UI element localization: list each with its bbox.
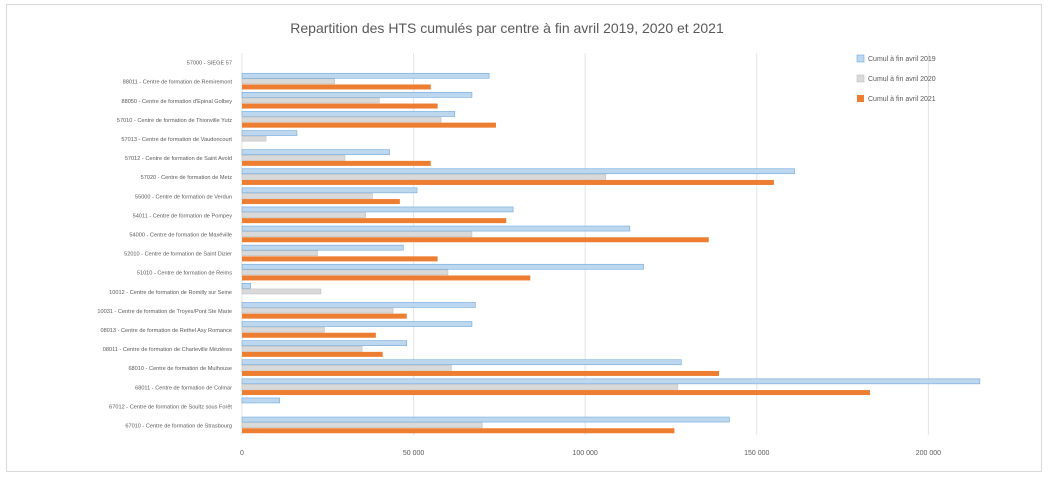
category-label: 68010 - Centre de formation de Mulhouse [128, 366, 232, 372]
bar-series-2 [241, 116, 442, 123]
bar-series-3 [242, 275, 531, 281]
grid-lines [241, 53, 929, 435]
bar-series-1 [241, 72, 490, 79]
bar-series-3 [242, 84, 431, 90]
legend: Cumul à fin avril 2019 Cumul à fin avril … [856, 54, 936, 103]
bar-series-3 [242, 256, 438, 262]
category-label: 57013 - Centre de formation de Vaudoncou… [121, 137, 232, 143]
legend-label: Cumul à fin avril 2020 [868, 76, 936, 83]
bar-series-2 [241, 288, 322, 295]
bar-series-2 [241, 135, 267, 142]
category-label: 57010 - Centre de formation de Thionvill… [117, 118, 232, 124]
category-label: 68011 - Centre de formation de Colmar [135, 385, 232, 391]
bar-series-1 [241, 416, 730, 423]
category-label: 54011 - Centre de formation de Pompey [133, 213, 233, 219]
bar-series-3 [242, 390, 871, 396]
bar-series-1 [241, 244, 404, 251]
bar-series-2 [241, 231, 473, 237]
bar-series-2 [241, 250, 318, 257]
legend-swatch [856, 74, 865, 83]
bar-series-3 [242, 428, 675, 434]
bar-series-3 [242, 122, 496, 128]
bar-series-2 [241, 174, 607, 180]
bar-series-2 [241, 193, 373, 199]
bar-series-1 [241, 283, 251, 289]
legend-label: Cumul à fin avril 2019 [868, 56, 936, 63]
bar-series-3 [242, 237, 709, 243]
category-label: 08013 - Centre de formation de Rethel As… [100, 328, 232, 334]
bar-series-3 [242, 351, 383, 357]
value-axis: 0 50 000 100 000 150 000 200 000 [240, 450, 941, 457]
bar-series-1 [241, 321, 473, 327]
bar-series-1 [241, 130, 298, 136]
legend-swatch [856, 54, 865, 63]
bar-series-2 [241, 97, 380, 104]
category-label: 67010 - Centre de formation de Strasbour… [125, 423, 232, 429]
category-label: 08011 - Centre de formation de Charlevil… [103, 347, 232, 353]
bar-series-2 [241, 78, 335, 85]
bar-series-3 [242, 160, 431, 166]
bar-series-1 [241, 359, 682, 366]
bar-series-1 [241, 111, 456, 117]
bar-series-2 [241, 384, 679, 390]
x-tick-label: 150 000 [744, 450, 769, 457]
chart-canvas: Repartition des HTS cumulés par centre à… [97, 20, 981, 457]
x-tick-label: 100 000 [573, 450, 598, 457]
bar-series-3 [242, 370, 720, 376]
bar-series-3 [242, 199, 400, 205]
category-label: 57000 - SIEGE 57 [187, 61, 232, 67]
bar-series-2 [241, 269, 449, 276]
legend-label: Cumul à fin avril 2021 [868, 96, 936, 103]
bar-series-1 [241, 92, 473, 98]
bar-series-3 [242, 332, 376, 338]
bar-series-1 [241, 206, 514, 213]
bar-series-3 [242, 218, 507, 224]
bar-series-2 [241, 345, 363, 352]
bar-series-1 [241, 168, 795, 175]
category-label: 57012 - Centre de formation de Saint Avo… [125, 156, 232, 162]
bar-series-2 [241, 365, 452, 371]
category-label: 54000 - Centre de formation de Maxéville [129, 232, 232, 238]
bar-series-1 [241, 187, 418, 194]
bar-series-1 [241, 263, 644, 270]
bar-series-2 [241, 422, 483, 428]
category-label: 67012 - Centre de formation de Soultz so… [109, 404, 232, 410]
category-label: 10031 - Centre de formation de Troyes/Po… [97, 309, 232, 315]
bar-series-2 [241, 212, 366, 218]
bar-series-1 [241, 149, 390, 155]
plot-area [241, 72, 981, 434]
bar-series-1 [241, 378, 981, 385]
category-label: 57020 - Centre de formation de Metz [141, 175, 233, 181]
category-label: 88011 - Centre de formation de Remiremon… [123, 80, 233, 86]
category-label: 52010 - Centre de formation de Saint Diz… [124, 252, 232, 258]
chart-frame: Repartition des HTS cumulés par centre à… [6, 4, 1042, 472]
bar-series-1 [241, 302, 476, 308]
bar-series-2 [241, 307, 394, 314]
category-label: 88050 - Centre de formation d'Epinal Gol… [121, 99, 232, 105]
bar-series-3 [242, 179, 774, 185]
bar-series-1 [241, 340, 408, 346]
x-tick-label: 0 [240, 450, 244, 457]
x-tick-label: 200 000 [916, 450, 941, 457]
x-tick-label: 50 000 [403, 450, 425, 457]
category-axis: 57000 - SIEGE 57 88011 - Centre de format… [97, 61, 232, 430]
category-label: 51010 - Centre de formation de Reims [137, 271, 232, 277]
bar-series-2 [241, 326, 325, 333]
category-label: 10012 - Centre de formation de Romilly s… [109, 290, 232, 296]
bar-series-2 [241, 154, 346, 161]
chart-title: Repartition des HTS cumulés par centre à… [290, 20, 724, 36]
bar-series-3 [242, 103, 438, 109]
bar-series-3 [242, 313, 407, 319]
bar-series-1 [241, 225, 631, 232]
bar-series-1 [241, 397, 281, 404]
category-label: 55000 - Centre de formation de Verdun [135, 194, 232, 200]
legend-swatch [857, 95, 864, 102]
